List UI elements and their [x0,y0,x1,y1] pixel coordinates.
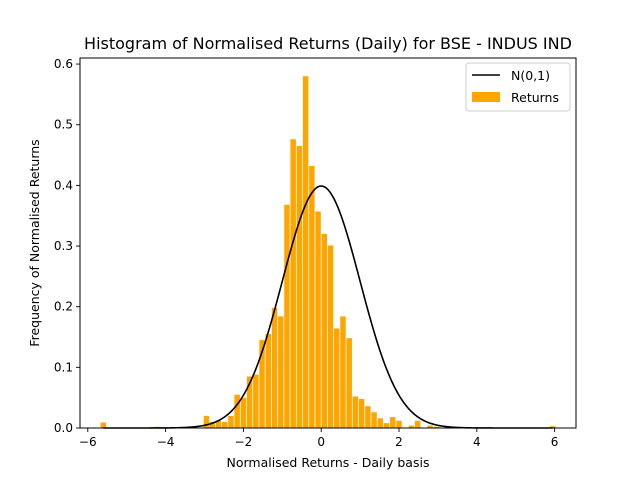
histogram-bar [427,425,433,428]
histogram-bar [309,165,315,428]
histogram-bar [549,426,556,428]
legend-returns-swatch [472,92,500,102]
histogram-bar [340,316,346,428]
plot-frame [79,57,577,429]
y-tick-label: 0.6 [54,57,73,71]
histogram-bar [221,421,228,428]
legend-returns-label: Returns [511,90,559,105]
histogram-bar [284,204,290,428]
histogram-bar [296,145,303,428]
histogram-bar [358,398,365,428]
y-axis-label: Frequency of Normalised Returns [27,139,42,346]
histogram-bar [365,406,371,428]
x-tick-label: 6 [551,435,559,449]
histogram-bar [253,374,259,428]
histogram-bar [414,420,421,428]
legend-normal-label: N(0,1) [511,68,550,83]
histogram-bar [383,423,390,428]
histogram-bar [396,420,402,428]
histogram-bar [215,420,222,428]
histogram-bar [302,76,309,428]
histogram-bar [321,233,328,428]
histogram-bar [228,415,234,428]
histogram-bar [371,412,377,428]
x-tick-label: −2 [235,435,253,449]
histogram-bar [265,333,272,428]
y-tick-label: 0.2 [54,300,73,314]
histogram-bar [259,340,265,428]
histogram-bar [203,415,210,428]
chart-title: Histogram of Normalised Returns (Daily) … [84,34,572,53]
x-axis-ticks: −6 −4 −2 0 2 4 6 [79,428,558,449]
y-tick-label: 0.0 [54,421,73,435]
histogram-bar [271,307,278,428]
histogram-bar [408,425,415,428]
histogram-bar [334,328,340,428]
histogram-bar [290,139,296,428]
y-tick-label: 0.5 [54,118,73,132]
x-tick-label: −4 [157,435,175,449]
histogram-bar [240,397,247,428]
histogram-bar [390,417,396,428]
histogram-bar [327,245,334,428]
histogram-bar [315,211,321,428]
histogram-bar [377,418,384,428]
y-tick-label: 0.1 [54,360,73,374]
histogram-bar [278,316,284,428]
y-tick-label: 0.3 [54,239,73,253]
x-tick-label: 4 [473,435,481,449]
histogram-bar [246,376,253,428]
histogram-bar [234,394,240,428]
histogram-bar [433,426,440,428]
histogram-bars [100,76,556,428]
histogram-bar [209,421,215,428]
histogram-bar [346,338,352,428]
legend: N(0,1) Returns [465,62,571,112]
histogram-bar [352,396,359,428]
histogram-bar [100,422,107,428]
y-axis-ticks: 0.0 0.1 0.2 0.3 0.4 0.5 0.6 [54,57,80,435]
x-tick-label: −6 [79,435,97,449]
x-tick-label: 0 [317,435,325,449]
x-tick-label: 2 [395,435,403,449]
x-axis-label: Normalised Returns - Daily basis [227,455,430,470]
y-tick-label: 0.4 [54,178,73,192]
